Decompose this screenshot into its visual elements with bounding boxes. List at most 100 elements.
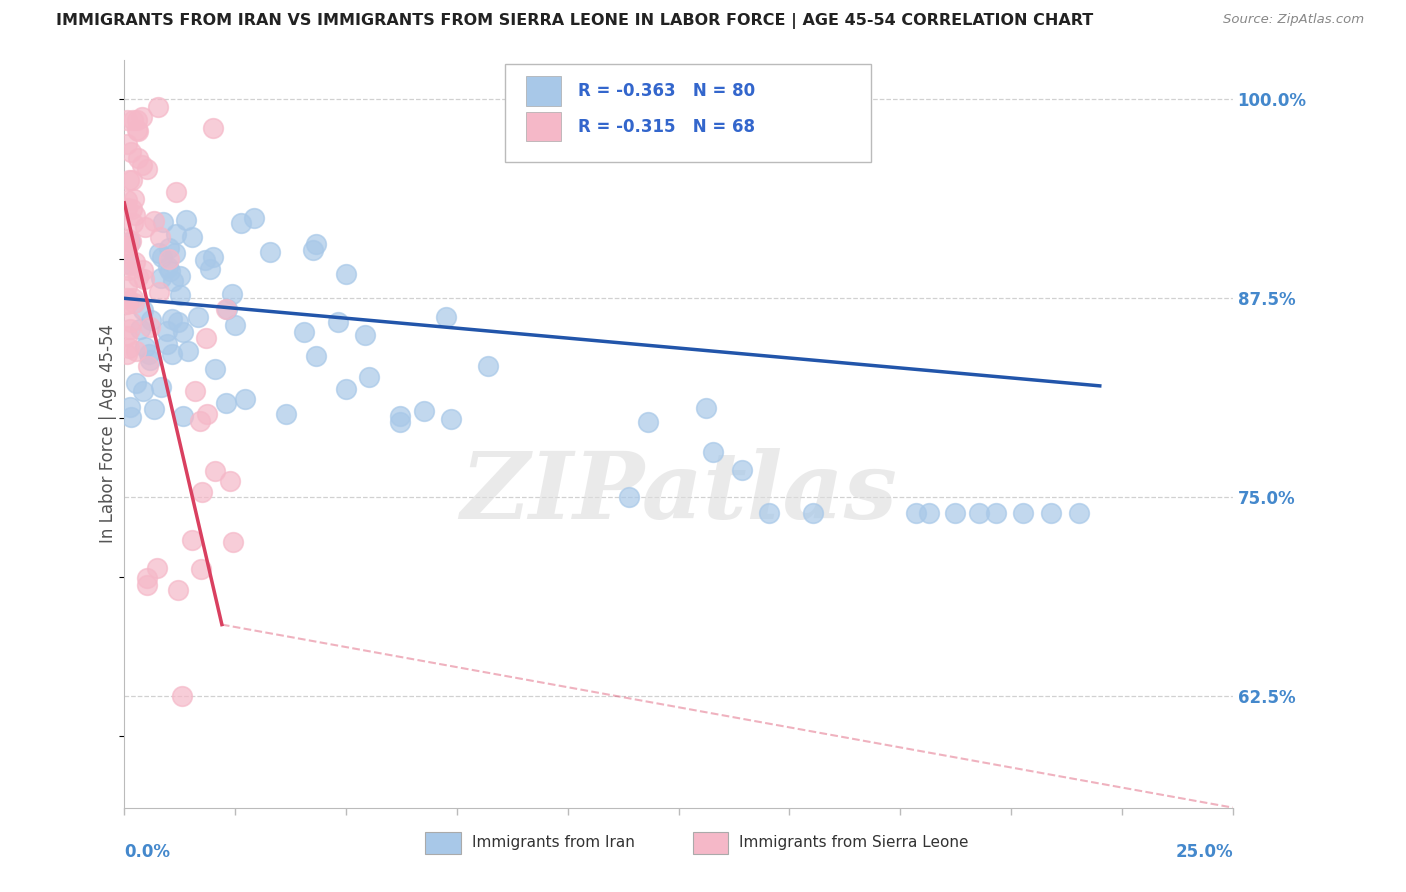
Point	[984, 506, 1007, 520]
Point	[115, 194, 138, 208]
Point	[150, 250, 173, 264]
Text: 0.0%: 0.0%	[124, 843, 170, 862]
Point	[115, 240, 138, 254]
Point	[121, 291, 143, 305]
Point	[162, 347, 184, 361]
Point	[127, 124, 149, 138]
Point	[188, 414, 211, 428]
Point	[1012, 506, 1035, 520]
Point	[122, 295, 145, 310]
Point	[139, 353, 162, 368]
Point	[125, 376, 148, 391]
Point	[243, 211, 266, 225]
Point	[389, 415, 412, 429]
Point	[120, 314, 142, 328]
Point	[165, 227, 187, 241]
Point	[136, 359, 159, 373]
Point	[357, 370, 380, 384]
Point	[135, 161, 157, 176]
Point	[134, 219, 156, 234]
Point	[259, 245, 281, 260]
Point	[120, 410, 142, 425]
Point	[131, 263, 153, 277]
Point	[215, 302, 238, 317]
Point	[174, 213, 197, 227]
Point	[440, 412, 463, 426]
Point	[117, 172, 139, 186]
Point	[204, 362, 226, 376]
Point	[335, 267, 357, 281]
Point	[224, 318, 246, 332]
Point	[132, 272, 155, 286]
Point	[148, 285, 170, 300]
Point	[221, 286, 243, 301]
Point	[118, 235, 141, 249]
Point	[221, 534, 243, 549]
Point	[157, 252, 180, 267]
Point	[142, 214, 165, 228]
Point	[122, 216, 145, 230]
Point	[702, 445, 724, 459]
Point	[148, 245, 170, 260]
Point	[122, 112, 145, 127]
Point	[115, 240, 138, 254]
Text: Immigrants from Iran: Immigrants from Iran	[472, 835, 634, 850]
Text: ZIPatlas: ZIPatlas	[460, 449, 897, 539]
Point	[194, 331, 217, 345]
Point	[118, 257, 141, 271]
Point	[233, 392, 256, 406]
Point	[165, 185, 187, 199]
Point	[943, 506, 966, 520]
Point	[231, 216, 253, 230]
Point	[388, 409, 411, 424]
Point	[115, 346, 138, 360]
Point	[967, 506, 990, 520]
Point	[169, 288, 191, 302]
Point	[146, 100, 169, 114]
Point	[162, 312, 184, 326]
Point	[215, 302, 238, 317]
Point	[758, 506, 780, 520]
Point	[302, 243, 325, 257]
Point	[181, 533, 204, 548]
Point	[619, 490, 641, 504]
Point	[115, 297, 138, 311]
Point	[305, 236, 328, 251]
Point	[118, 322, 141, 336]
Point	[120, 145, 142, 160]
Point	[354, 327, 377, 342]
Text: R = -0.363   N = 80: R = -0.363 N = 80	[578, 82, 755, 100]
Point	[1067, 506, 1090, 520]
Point	[187, 310, 209, 325]
Point	[292, 325, 315, 339]
Point	[195, 407, 218, 421]
Point	[167, 315, 190, 329]
Point	[115, 137, 138, 152]
Point	[184, 384, 207, 399]
Point	[918, 506, 941, 520]
Point	[135, 578, 157, 592]
Point	[115, 278, 138, 293]
Point	[118, 341, 141, 355]
Point	[215, 396, 238, 410]
Point	[194, 253, 217, 268]
Point	[163, 246, 186, 260]
Point	[305, 349, 328, 363]
Point	[434, 310, 457, 324]
Point	[129, 322, 152, 336]
Point	[131, 302, 153, 317]
Point	[138, 347, 160, 361]
Point	[124, 254, 146, 268]
Point	[218, 474, 240, 488]
Point	[143, 402, 166, 417]
Point	[131, 110, 153, 124]
Point	[149, 230, 172, 244]
Point	[170, 690, 193, 704]
Point	[156, 336, 179, 351]
Point	[190, 562, 212, 576]
Point	[125, 343, 148, 358]
Point	[172, 409, 194, 424]
Point	[146, 560, 169, 574]
Point	[118, 258, 141, 272]
Point	[125, 123, 148, 137]
